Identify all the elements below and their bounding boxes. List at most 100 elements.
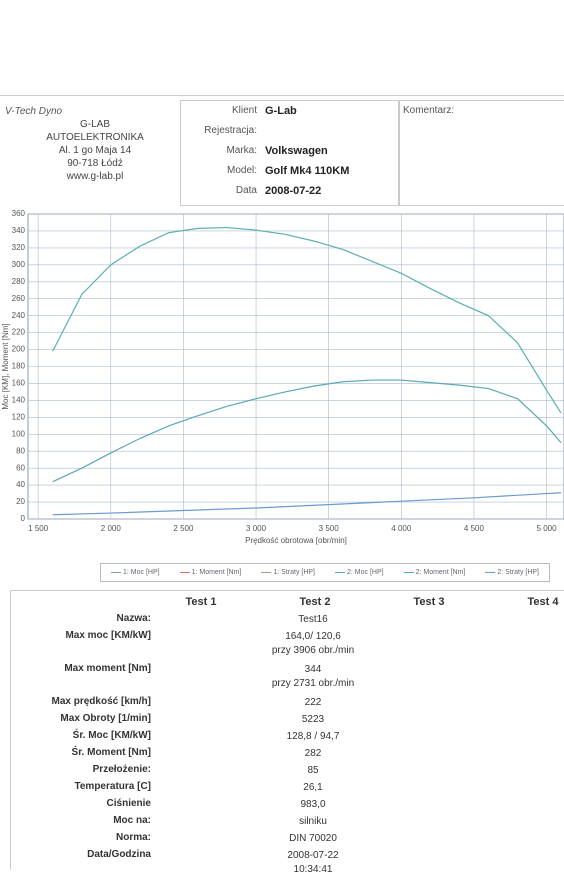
y-tick-label: 340	[12, 226, 26, 235]
company-line: AUTOELEKTRONIKA	[46, 132, 144, 143]
row-value: 5223	[301, 714, 325, 725]
field-value: Golf Mk4 110KM	[265, 165, 350, 177]
legend-item: 1: Moc [HP]	[111, 569, 160, 576]
y-tick-label: 360	[12, 209, 26, 218]
curve	[52, 379, 562, 483]
row-value: przy 3906 obr./min	[271, 645, 355, 656]
y-tick-label: 300	[12, 260, 26, 269]
field-label: Marka:	[226, 145, 257, 156]
y-tick-label: 320	[12, 243, 26, 252]
y-tick-label: 180	[12, 362, 26, 371]
row-value: silniku	[299, 816, 327, 827]
company-line: www.g-lab.pl	[66, 171, 124, 182]
comment-box: Komentarz:	[398, 100, 564, 206]
company-line: 90-718 Łódź	[67, 158, 123, 169]
row-value: 344	[304, 664, 322, 675]
legend-swatch	[111, 572, 121, 573]
curve	[52, 226, 562, 414]
row-label: Max prędkość [km/h]	[51, 696, 151, 707]
legend-swatch	[485, 572, 496, 573]
x-tick-label: 4 500	[464, 524, 485, 533]
x-tick-label: 2 500	[173, 524, 194, 533]
legend-item: 1: Straty [HP]	[261, 569, 315, 576]
y-tick-label: 280	[12, 277, 26, 286]
y-tick-label: 0	[21, 514, 26, 523]
company: G-LAB AUTOELEKTRONIKA Al. 1 go Maja 14 90-7…	[20, 118, 170, 183]
client-box: Klient G-Lab Rejestracja: Marka: Volkswagen M…	[180, 100, 400, 206]
row-label: Moc na:	[113, 815, 151, 826]
y-tick-label: 160	[12, 379, 26, 388]
row-label: Max Obroty [1/min]	[60, 713, 151, 724]
brand: V-Tech Dyno	[5, 106, 63, 117]
row-value: 10:34:41	[293, 864, 333, 875]
legend-text: 1: Moc [HP]	[123, 569, 160, 576]
field-label: Data	[235, 185, 257, 196]
y-tick-label: 140	[12, 395, 26, 404]
y-tick-label: 100	[12, 429, 26, 438]
field-value: 2008-07-22	[265, 185, 322, 197]
row-label: Norma:	[115, 832, 151, 843]
row-value: 85	[307, 765, 319, 776]
legend-swatch	[179, 572, 190, 573]
legend: 1: Moc [HP] 1: Moment [Nm] 1: Straty [HP] 2…	[100, 563, 550, 582]
x-tick-label: 3 500	[319, 524, 340, 533]
curve	[52, 492, 562, 516]
row-label: Max moment [Nm]	[64, 663, 151, 674]
y-axis-label: Moc [KM], Moment [Nm]	[1, 323, 10, 409]
legend-text: 2: Straty [HP]	[497, 569, 539, 576]
row-value: Test16	[298, 614, 328, 625]
x-tick-label: 3 000	[246, 524, 267, 533]
row-value: 2008-07-22	[287, 850, 339, 861]
row-label: Data/Godzina	[87, 849, 151, 860]
row-label: Śr. Moc [KM/kW]	[72, 730, 151, 741]
y-tick-label: 40	[16, 480, 25, 489]
field-label: Model:	[226, 165, 257, 176]
legend-item: 2: Moc [HP]	[335, 569, 384, 576]
legend-text: 1: Moment [Nm]	[191, 569, 242, 576]
x-tick-label: 1 500	[28, 524, 49, 533]
legend-swatch	[335, 572, 345, 573]
field-label: Rejestracja:	[204, 125, 257, 136]
field-value: G-Lab	[265, 105, 297, 117]
column-header: Test 1	[185, 596, 217, 608]
row-value: 164,0/ 120,6	[285, 631, 341, 642]
y-tick-label: 60	[16, 463, 25, 472]
y-tick-label: 80	[16, 446, 25, 455]
legend-item: 2: Moment [Nm]	[403, 569, 466, 576]
legend-swatch	[403, 572, 414, 573]
row-label: Nazwa:	[116, 613, 151, 624]
y-tick-label: 20	[16, 497, 25, 506]
company-line: Al. 1 go Maja 14	[58, 145, 132, 156]
legend-text: 2: Moment [Nm]	[415, 569, 466, 576]
x-tick-label: 2 000	[101, 524, 122, 533]
results-table: Test 1 Test 2 Test 3 Test 4 Nazwa: Test16 Max …	[10, 590, 564, 875]
row-label: Max moc [KM/kW]	[65, 630, 151, 641]
field-value: Volkswagen	[265, 145, 328, 157]
row-value: 983,0	[300, 799, 326, 810]
y-tick-label: 200	[12, 345, 26, 354]
column-header: Test 2	[299, 596, 331, 608]
x-axis-label: Prędkość obrotowa [obr/min]	[245, 536, 347, 545]
row-label: Przełożenie:	[92, 764, 151, 775]
row-value: 282	[304, 748, 322, 759]
column-header: Test 4	[527, 596, 559, 608]
row-value: 222	[304, 697, 322, 708]
y-tick-label: 220	[12, 328, 26, 337]
row-label: Temperatura [C]	[74, 781, 152, 792]
company-line: G-LAB	[79, 119, 110, 130]
row-value: przy 2731 obr./min	[271, 678, 355, 689]
row-value: DIN 70020	[289, 833, 337, 844]
x-tick-label: 4 000	[391, 524, 412, 533]
legend-swatch	[261, 572, 272, 573]
y-tick-label: 120	[12, 412, 26, 421]
legend-item: 1: Moment [Nm]	[179, 569, 242, 576]
y-tick-label: 240	[12, 311, 26, 320]
rule	[0, 95, 564, 96]
field-label: Klient	[231, 105, 257, 116]
column-header: Test 3	[413, 596, 445, 608]
legend-text: 2: Moc [HP]	[347, 569, 384, 576]
y-tick-label: 260	[12, 294, 26, 303]
comment-label: Komentarz:	[403, 105, 455, 116]
row-label: Śr. Moment [Nm]	[71, 747, 151, 758]
